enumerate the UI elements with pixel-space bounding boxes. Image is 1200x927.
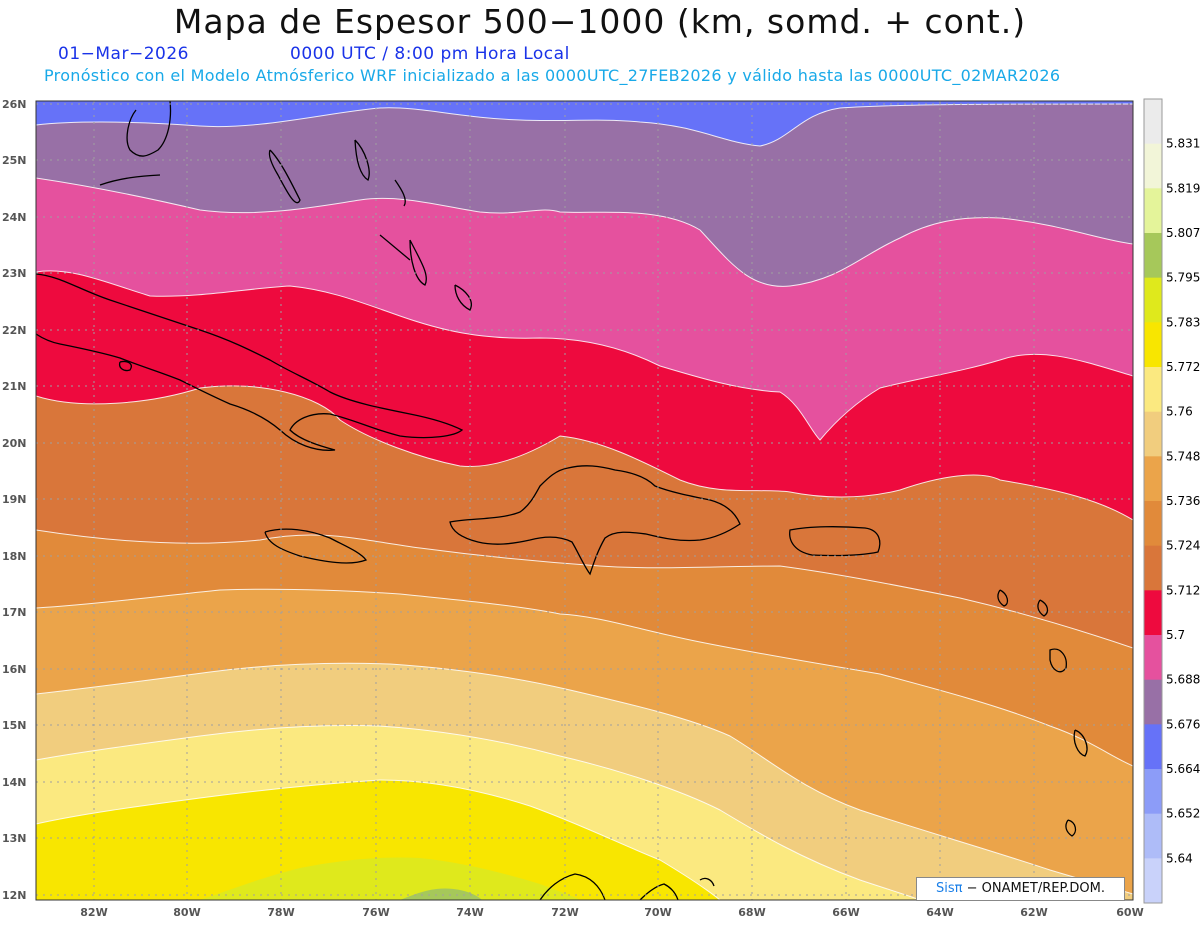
credit-box: Sisπ − ONAMET/REP.DOM. <box>916 877 1125 901</box>
colorbar-label: 5.688 <box>1166 673 1200 687</box>
lat-label: 14N <box>2 776 27 789</box>
colorbar-label: 5.807 <box>1166 226 1200 240</box>
lon-label: 60W <box>1116 906 1143 919</box>
valid-date: 01−Mar−2026 <box>58 44 189 64</box>
colorbar-swatch <box>1144 277 1162 323</box>
colorbar-frame <box>1143 98 1163 904</box>
lat-label: 19N <box>2 493 27 506</box>
colorbar-swatch <box>1144 858 1162 904</box>
lon-label: 74W <box>456 906 483 919</box>
lon-label: 70W <box>644 906 671 919</box>
lon-label: 82W <box>80 906 107 919</box>
credit-logo: Sisπ <box>935 881 963 896</box>
colorbar-swatch <box>1144 367 1162 413</box>
colorbar-label: 5.76 <box>1166 405 1193 419</box>
lat-label: 12N <box>2 889 27 902</box>
colorbar-swatch <box>1144 456 1162 502</box>
valid-time: 0000 UTC / 8:00 pm Hora Local <box>290 44 570 64</box>
lat-label: 18N <box>2 550 27 563</box>
colorbar-swatch <box>1144 501 1162 547</box>
colorbar-label: 5.795 <box>1166 271 1200 285</box>
lon-label: 64W <box>926 906 953 919</box>
colorbar-swatch <box>1144 322 1162 368</box>
lat-label: 24N <box>2 211 27 224</box>
lat-label: 16N <box>2 663 27 676</box>
colorbar-swatch <box>1144 590 1162 636</box>
colorbar-label: 5.652 <box>1166 807 1200 821</box>
thickness-fill <box>36 101 1133 900</box>
colorbar-label: 5.712 <box>1166 583 1200 597</box>
forecast-info: Pronóstico con el Modelo Atmósferico WRF… <box>44 66 1061 85</box>
colorbar-swatch <box>1144 411 1162 457</box>
lon-label: 66W <box>832 906 859 919</box>
colorbar-label: 5.748 <box>1166 449 1200 463</box>
map-title: Mapa de Espesor 500−1000 (km, somd. + co… <box>173 2 1027 41</box>
lon-label: 80W <box>173 906 200 919</box>
lon-label: 62W <box>1020 906 1047 919</box>
credit-text: − ONAMET/REP.DOM. <box>962 881 1105 896</box>
plot-frame <box>35 100 1134 901</box>
lon-label: 76W <box>362 906 389 919</box>
colorbar-label: 5.831 <box>1166 137 1200 151</box>
colorbar-label: 5.64 <box>1166 851 1193 865</box>
colorbar-swatch <box>1144 635 1162 681</box>
colorbar-swatch <box>1144 143 1162 189</box>
coastlines <box>36 101 1088 900</box>
lat-label: 22N <box>2 324 27 337</box>
colorbar-swatch <box>1144 679 1162 725</box>
lat-label: 15N <box>2 719 27 732</box>
colorbar-swatch <box>1144 233 1162 279</box>
lat-axis: 26N 25N 24N 23N 22N 21N 20N 19N 18N 17N … <box>2 98 27 902</box>
lat-label: 23N <box>2 267 27 280</box>
colorbar-label: 5.724 <box>1166 539 1200 553</box>
colorbar-label: 5.783 <box>1166 315 1200 329</box>
lat-label: 25N <box>2 154 27 167</box>
colorbar-label: 5.819 <box>1166 181 1200 195</box>
colorbar-label: 5.676 <box>1166 717 1200 731</box>
colorbar-swatch <box>1144 188 1162 234</box>
colorbar-swatch <box>1144 724 1162 770</box>
lon-label: 72W <box>551 906 578 919</box>
colorbar: 5.831 5.819 5.807 5.795 5.783 5.772 5.76 5.748 5… <box>1143 98 1200 904</box>
grid-lines <box>36 101 1133 900</box>
colorbar-swatch <box>1144 769 1162 815</box>
lat-label: 21N <box>2 380 27 393</box>
colorbar-label: 5.664 <box>1166 762 1200 776</box>
lat-label: 20N <box>2 437 27 450</box>
colorbar-swatch <box>1144 545 1162 591</box>
colorbar-label: 5.772 <box>1166 360 1200 374</box>
lat-label: 13N <box>2 832 27 845</box>
colorbar-label: 5.7 <box>1166 628 1185 642</box>
colorbar-swatch <box>1144 99 1162 145</box>
lon-label: 78W <box>267 906 294 919</box>
lon-axis: 82W 80W 78W 76W 74W 72W 70W 68W 66W 64W … <box>80 906 1143 919</box>
lat-label: 17N <box>2 606 27 619</box>
colorbar-swatch <box>1144 813 1162 859</box>
lon-label: 68W <box>738 906 765 919</box>
colorbar-label: 5.736 <box>1166 494 1200 508</box>
lat-label: 26N <box>2 98 27 111</box>
